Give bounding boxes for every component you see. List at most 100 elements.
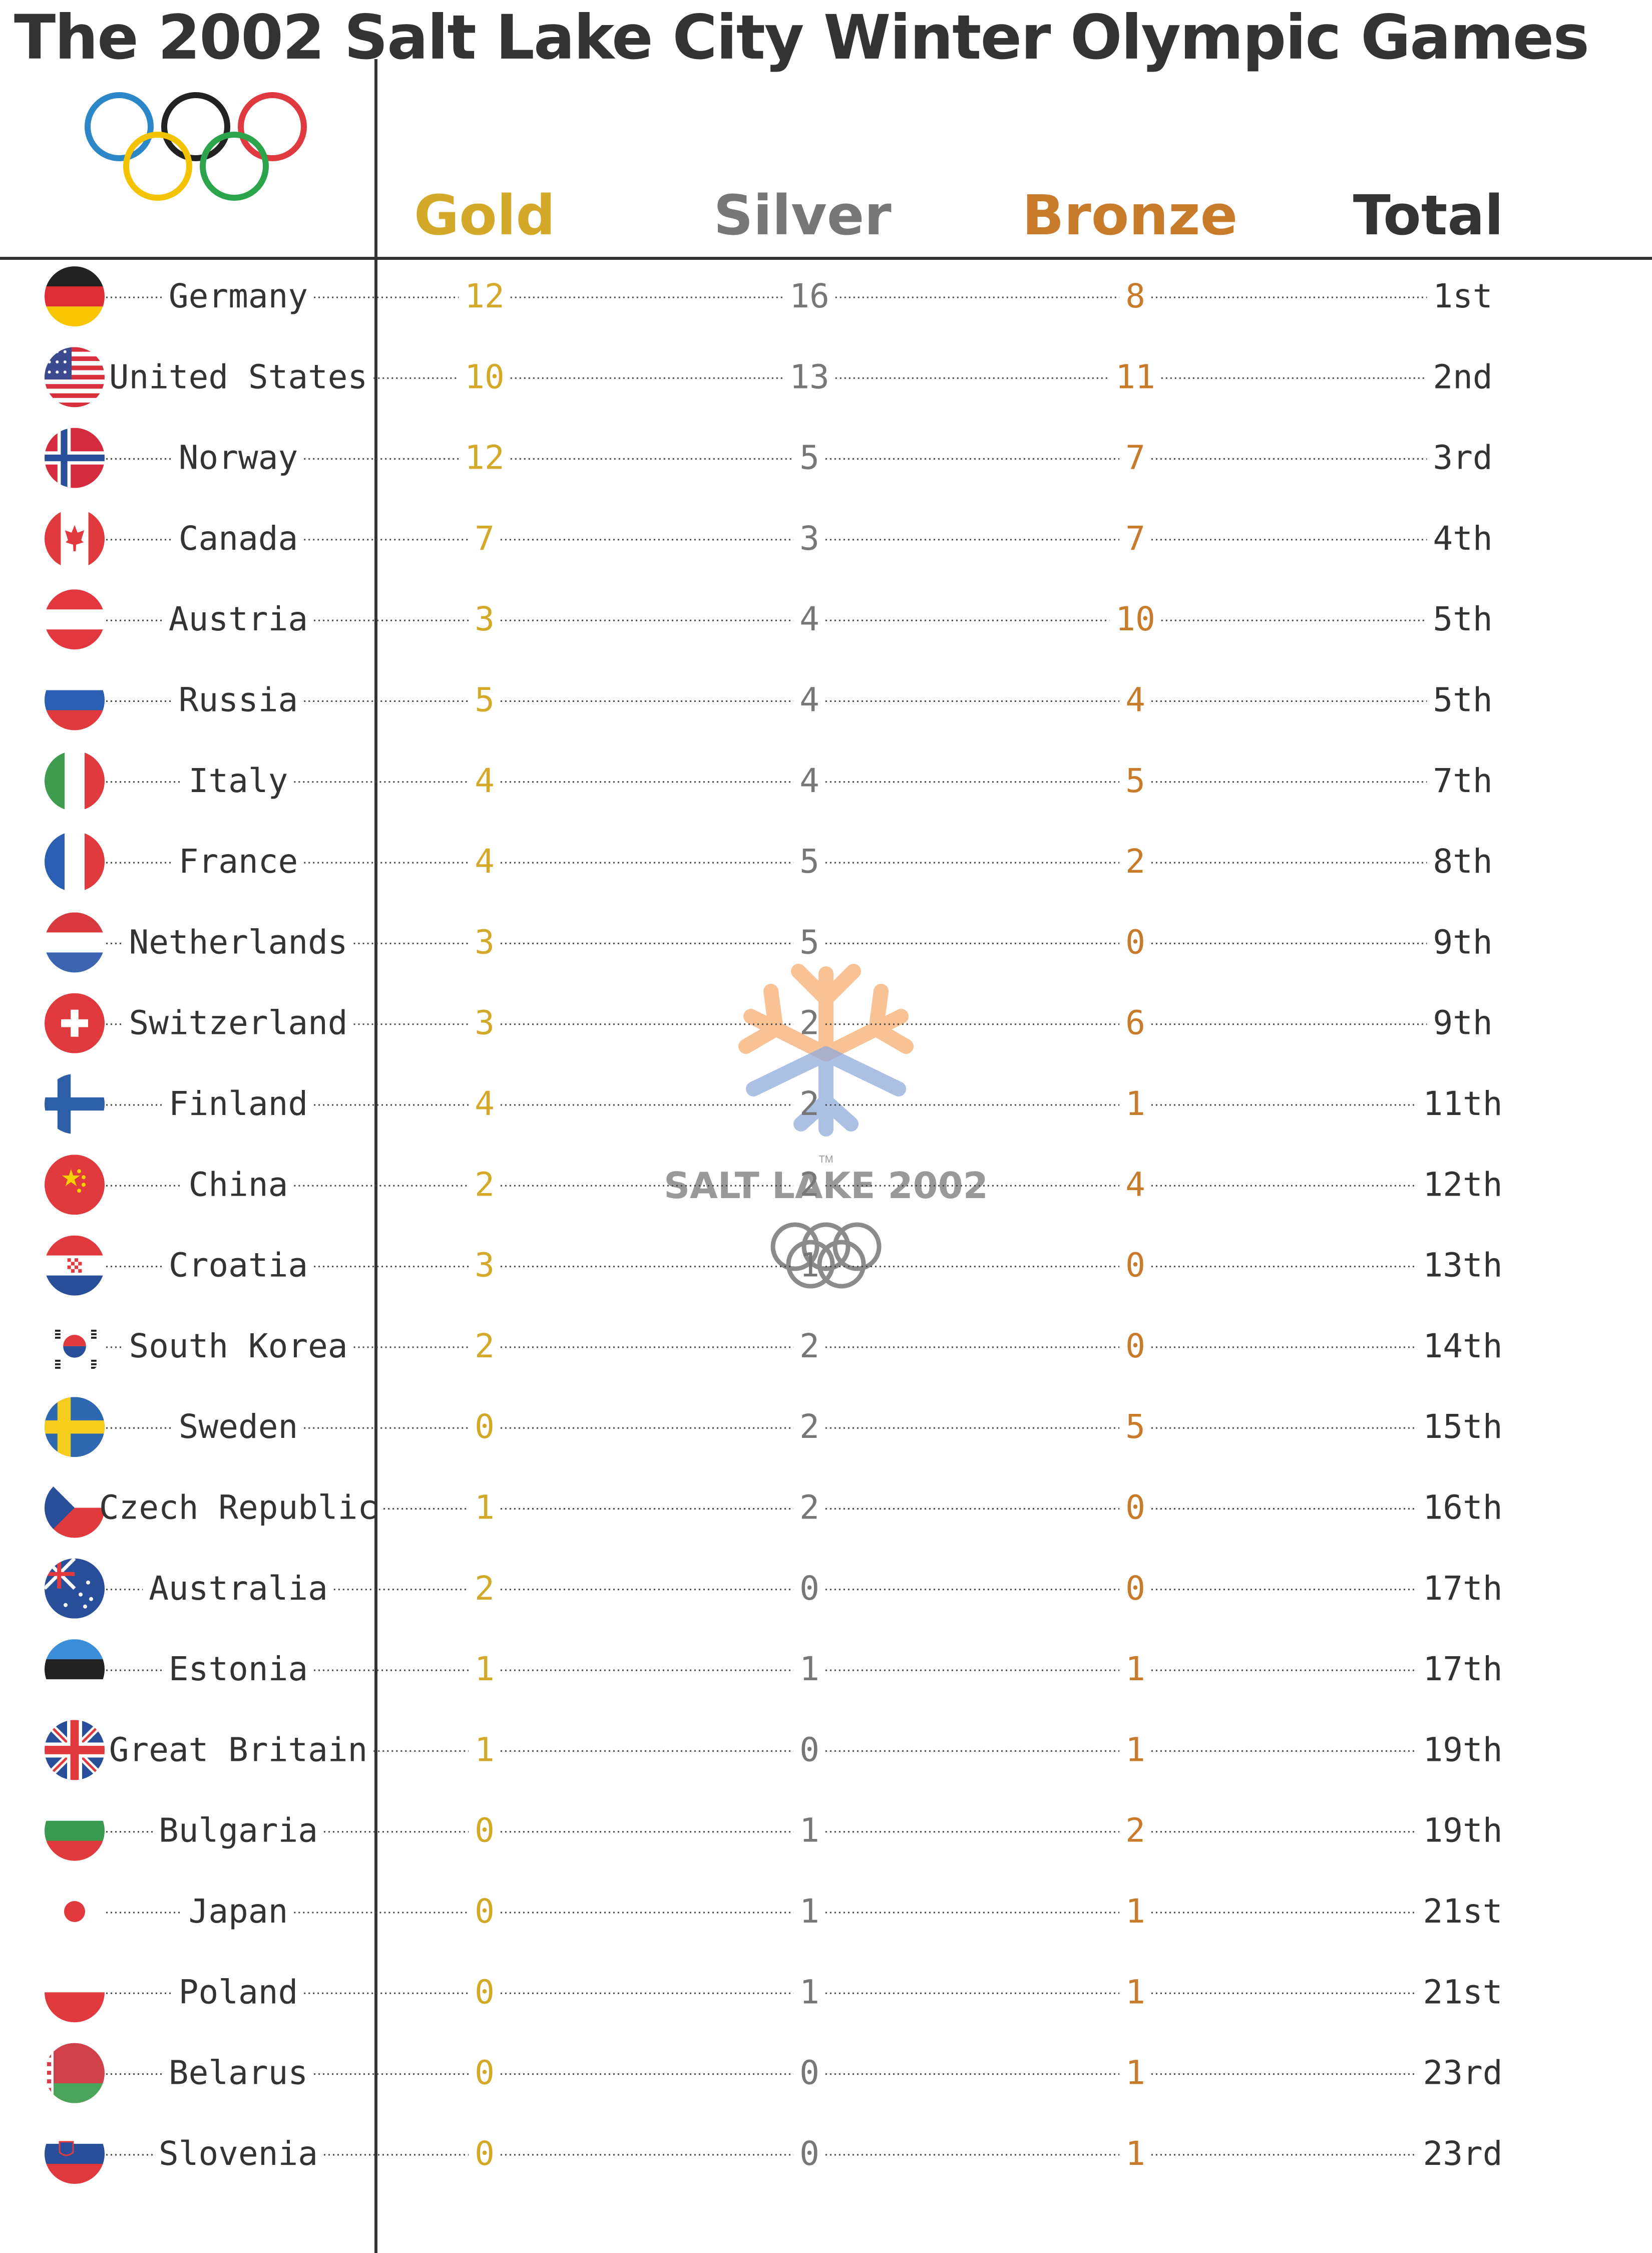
silver-value-croatia: 1 — [799, 1246, 819, 1285]
bronze-value-sweden: 5 — [1125, 1407, 1145, 1446]
silver-value-finland: 2 — [799, 1084, 819, 1123]
australia-flag-icon — [45, 1558, 105, 1619]
gold-value-austria: 3 — [475, 600, 495, 638]
country-label-belarus: Belarus — [169, 2054, 308, 2092]
blue-ring — [85, 92, 154, 161]
great-britain-flag-icon — [45, 1720, 105, 1780]
poland-flag-icon — [45, 1962, 105, 2023]
header-divider — [0, 257, 1652, 260]
green-ring — [200, 132, 269, 201]
south-korea-flag-icon — [45, 1316, 105, 1376]
country-label-poland: Poland — [179, 1973, 298, 2011]
gold-value-czech-republic: 1 — [475, 1488, 495, 1527]
croatia-flag-icon — [45, 1235, 105, 1296]
silver-value-netherlands: 5 — [799, 923, 819, 961]
total-rank-russia: 5th — [1433, 681, 1492, 719]
total-rank-norway: 3rd — [1433, 439, 1492, 477]
total-rank-italy: 7th — [1433, 762, 1492, 800]
gold-value-poland: 0 — [475, 1973, 495, 2011]
svg-text:★: ★ — [61, 1156, 81, 1194]
gold-value-slovenia: 0 — [475, 2134, 495, 2173]
silver-value-south-korea: 2 — [799, 1327, 819, 1365]
gold-value-russia: 5 — [475, 681, 495, 719]
bronze-column-header: Bronze — [1022, 183, 1238, 247]
country-label-great-britain: Great Britain — [109, 1730, 368, 1769]
bronze-value-netherlands: 0 — [1125, 923, 1145, 961]
bronze-value-germany: 8 — [1125, 277, 1145, 315]
total-rank-sweden: 15th — [1423, 1407, 1503, 1446]
country-label-canada: Canada — [179, 519, 298, 558]
chart-title: The 2002 Salt Lake City Winter Olympic G… — [14, 2, 1589, 73]
bronze-value-bulgaria: 2 — [1125, 1811, 1145, 1850]
netherlands-flag-icon — [45, 912, 105, 973]
gold-value-great-britain: 1 — [475, 1730, 495, 1769]
bronze-value-australia: 0 — [1125, 1569, 1145, 1608]
gold-value-france: 4 — [475, 842, 495, 881]
country-label-france: France — [179, 842, 298, 881]
silver-value-slovenia: 0 — [799, 2134, 819, 2173]
gold-value-norway: 12 — [465, 439, 504, 477]
gold-value-switzerland: 3 — [475, 1004, 495, 1042]
country-label-china: China — [189, 1165, 288, 1204]
yellow-ring — [123, 132, 192, 201]
gold-value-netherlands: 3 — [475, 923, 495, 961]
sweden-flag-icon — [45, 1397, 105, 1457]
silver-value-estonia: 1 — [799, 1650, 819, 1688]
total-rank-czech-republic: 16th — [1423, 1488, 1503, 1527]
country-label-germany: Germany — [169, 277, 308, 315]
bronze-value-france: 2 — [1125, 842, 1145, 881]
country-label-finland: Finland — [169, 1084, 308, 1123]
country-label-australia: Australia — [149, 1569, 328, 1608]
gold-value-south-korea: 2 — [475, 1327, 495, 1365]
total-rank-south-korea: 14th — [1423, 1327, 1503, 1365]
total-rank-china: 12th — [1423, 1165, 1503, 1204]
total-rank-japan: 21st — [1423, 1892, 1503, 1931]
silver-value-switzerland: 2 — [799, 1004, 819, 1042]
gold-column-header: Gold — [414, 183, 556, 247]
bronze-value-switzerland: 6 — [1125, 1004, 1145, 1042]
bronze-value-czech-republic: 0 — [1125, 1488, 1145, 1527]
slovenia-flag-icon — [45, 2123, 105, 2184]
silver-value-norway: 5 — [799, 439, 819, 477]
gold-value-united-states: 10 — [465, 357, 504, 396]
gold-value-sweden: 0 — [475, 1407, 495, 1446]
gold-value-japan: 0 — [475, 1892, 495, 1931]
silver-value-china: 2 — [799, 1165, 819, 1204]
gold-value-croatia: 3 — [475, 1246, 495, 1285]
total-rank-australia: 17th — [1423, 1569, 1503, 1608]
gold-value-canada: 7 — [475, 519, 495, 558]
canada-flag-icon — [45, 508, 105, 569]
italy-flag-icon — [45, 750, 105, 811]
total-rank-germany: 1st — [1433, 277, 1492, 315]
total-rank-united-states: 2nd — [1433, 357, 1492, 396]
czech-republic-flag-icon — [45, 1477, 105, 1538]
bronze-value-belarus: 1 — [1125, 2054, 1145, 2092]
bronze-value-slovenia: 1 — [1125, 2134, 1145, 2173]
bronze-value-russia: 4 — [1125, 681, 1145, 719]
austria-flag-icon — [45, 589, 105, 650]
total-rank-finland: 11th — [1423, 1084, 1503, 1123]
silver-value-japan: 1 — [799, 1892, 819, 1931]
red-ring — [238, 92, 307, 161]
bronze-value-united-states: 11 — [1115, 357, 1155, 396]
silver-column-header: Silver — [713, 183, 892, 247]
bronze-value-china: 4 — [1125, 1165, 1145, 1204]
total-column-header: Total — [1353, 183, 1504, 247]
country-label-netherlands: Netherlands — [129, 923, 347, 961]
total-rank-austria: 5th — [1433, 600, 1492, 638]
gold-value-bulgaria: 0 — [475, 1811, 495, 1850]
silver-value-canada: 3 — [799, 519, 819, 558]
country-label-austria: Austria — [169, 600, 308, 638]
bronze-value-japan: 1 — [1125, 1892, 1145, 1931]
total-rank-bulgaria: 19th — [1423, 1811, 1503, 1850]
total-rank-netherlands: 9th — [1433, 923, 1492, 961]
gold-value-finland: 4 — [475, 1084, 495, 1123]
norway-flag-icon — [45, 428, 105, 488]
total-rank-great-britain: 19th — [1423, 1730, 1503, 1769]
united-states-flag-icon — [45, 347, 105, 408]
country-label-slovenia: Slovenia — [159, 2134, 318, 2173]
bronze-value-poland: 1 — [1125, 1973, 1145, 2011]
vertical-divider — [374, 59, 377, 2253]
black-ring — [161, 92, 230, 161]
gold-value-australia: 2 — [475, 1569, 495, 1608]
